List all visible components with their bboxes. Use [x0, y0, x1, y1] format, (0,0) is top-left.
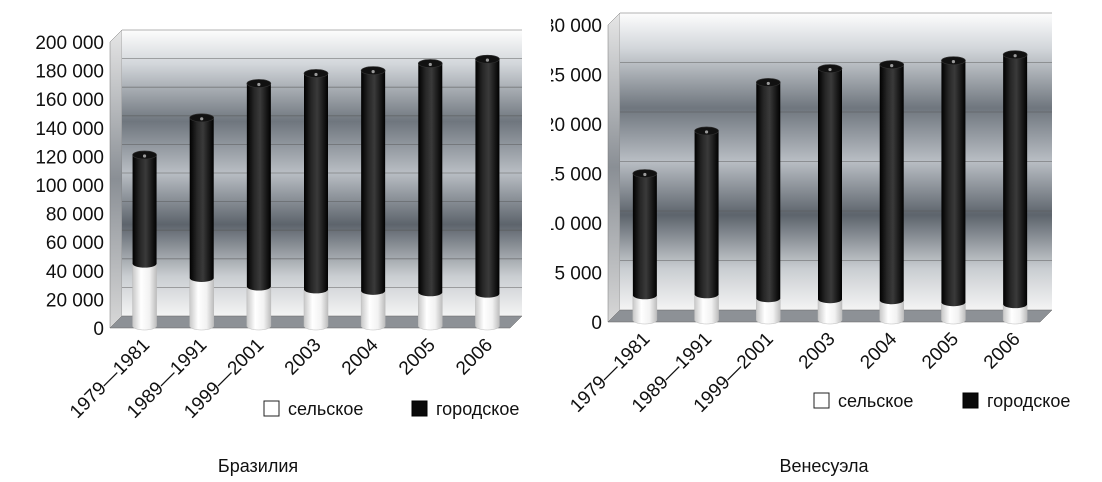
bar-top-dot — [314, 72, 318, 77]
x-tick-label: 2003 — [281, 335, 326, 380]
y-tick-label: 40 000 — [46, 262, 104, 283]
legend-swatch-urban — [962, 392, 979, 409]
bar-rural — [756, 297, 781, 325]
brazil-chart-title: Бразилия — [217, 456, 299, 476]
y-tick-label: 0 — [93, 319, 104, 340]
legend-label-urban: городское — [436, 399, 519, 419]
bar-urban — [694, 130, 719, 299]
bar-rural — [189, 277, 214, 331]
bar-urban — [189, 117, 214, 282]
bar-rural — [632, 295, 658, 325]
bar-urban — [632, 173, 657, 300]
bar-top-dot — [828, 67, 832, 72]
y-tick-label: 140 000 — [35, 119, 104, 140]
bar-rural — [475, 293, 500, 331]
y-tick-label: 30 000 — [551, 16, 602, 37]
bar-top-dot — [766, 81, 770, 86]
bar-rural — [303, 289, 329, 331]
bar-urban — [1003, 54, 1028, 309]
bar-urban — [941, 60, 966, 307]
bar-rural — [1002, 303, 1028, 325]
bar-top-dot — [643, 172, 647, 177]
bar-rural — [132, 263, 157, 331]
bar-rural — [941, 301, 966, 325]
bar-rural — [817, 298, 843, 325]
side-wall — [607, 12, 621, 323]
bar-urban — [418, 63, 443, 297]
bar-urban — [361, 70, 386, 295]
x-tick-label: 2005 — [918, 329, 963, 374]
bar-rural — [694, 294, 719, 325]
legend-label-rural: сельское — [288, 399, 363, 419]
bar-top-dot — [200, 117, 204, 121]
y-tick-label: 180 000 — [35, 62, 104, 83]
bar-urban — [304, 73, 328, 294]
y-tick-label: 120 000 — [35, 147, 104, 168]
bar-top-dot — [485, 58, 490, 62]
y-tick-label: 15 000 — [551, 165, 602, 186]
bar-urban — [246, 83, 271, 291]
bar-urban — [756, 82, 781, 303]
y-tick-label: 200 000 — [35, 33, 104, 54]
x-tick-label: 2004 — [857, 328, 902, 373]
legend-swatch-rural — [813, 392, 830, 409]
brazil-chart: 0 20 000 40 000 60 000 80 000 100 000 120 000 1… — [35, 29, 523, 423]
bar-top-dot — [951, 60, 956, 64]
bar-top-dot — [428, 62, 432, 67]
x-tick-label: 2006 — [980, 329, 1025, 374]
bar-urban — [132, 154, 157, 268]
bar-top-dot — [704, 130, 709, 134]
y-tick-label: 100 000 — [35, 176, 104, 197]
y-tick-label: 80 000 — [46, 205, 104, 226]
x-tick-label: 2004 — [338, 334, 383, 379]
venezuela-chart-title: Венесуэла — [779, 456, 869, 476]
y-tick-label: 20 000 — [551, 115, 602, 136]
bar-top-dot — [1013, 54, 1017, 58]
bar-top-dot — [257, 82, 261, 87]
y-tick-label: 10 000 — [551, 214, 602, 235]
legend-label-rural: сельское — [838, 391, 913, 411]
legend-label-urban: городское — [987, 391, 1070, 411]
x-tick-label: 2005 — [395, 335, 440, 380]
legend-swatch-rural — [263, 400, 280, 417]
bar-urban — [879, 64, 904, 305]
x-tick-label: 2006 — [452, 335, 497, 380]
y-tick-label: 160 000 — [35, 90, 104, 111]
x-tick-label: 2003 — [795, 329, 840, 374]
bar-rural — [246, 286, 272, 331]
bar-rural — [360, 290, 386, 331]
y-tick-label: 5 000 — [554, 264, 602, 285]
bar-rural — [418, 292, 443, 331]
bar-rural — [879, 299, 904, 325]
y-tick-label: 0 — [591, 313, 602, 334]
bar-top-dot — [371, 70, 375, 74]
y-tick-label: 25 000 — [551, 66, 602, 87]
side-wall — [109, 29, 123, 329]
bar-urban — [818, 68, 842, 304]
legend-swatch-urban — [411, 400, 428, 417]
bar-top-dot — [142, 154, 147, 158]
y-tick-label: 60 000 — [46, 233, 104, 254]
bar-top-dot — [890, 64, 894, 68]
y-tick-label: 20 000 — [46, 290, 104, 311]
bar-urban — [475, 59, 500, 298]
